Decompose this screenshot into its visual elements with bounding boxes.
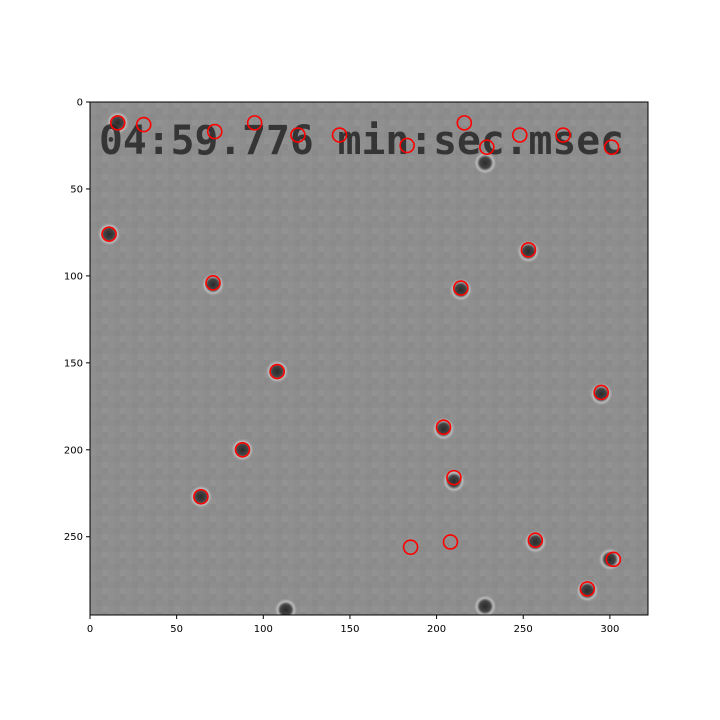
detection-marker-19: [234, 441, 251, 458]
particle-16: [473, 594, 498, 615]
detection-marker-7: [456, 115, 473, 131]
y-axis: 0 50 100 150 200 250: [64, 98, 90, 543]
particle-15: [273, 597, 298, 615]
detection-marker-11: [603, 139, 620, 156]
detection-marker-25: [605, 551, 622, 568]
particle-12: [597, 547, 622, 572]
y-tick-label: 0: [77, 98, 83, 109]
y-tick-label: 150: [64, 358, 83, 369]
micrograph-background: [90, 102, 648, 615]
particle-0: [105, 110, 130, 135]
x-tick-label: 50: [170, 624, 183, 635]
particle-5: [265, 359, 290, 384]
plot-frame: [89, 101, 649, 616]
particle-10: [188, 484, 213, 509]
plot-area: 04:59.776 min:sec.msec: [89, 101, 649, 616]
detection-marker-2: [206, 123, 223, 140]
y-tick-label: 50: [70, 184, 83, 195]
x-tick-label: 0: [87, 624, 93, 635]
detection-marker-10: [555, 127, 571, 143]
x-tick-label: 200: [427, 624, 446, 635]
detection-marker-18: [435, 419, 452, 435]
detection-marker-15: [453, 280, 469, 296]
detection-marker-8: [479, 139, 495, 156]
particle-14: [473, 150, 498, 175]
particle-9: [441, 469, 466, 494]
x-tick-label: 150: [340, 624, 359, 635]
detection-marker-26: [579, 581, 596, 597]
y-tick-label: 250: [64, 532, 83, 543]
detection-marker-9: [511, 127, 528, 143]
detection-marker-22: [527, 532, 544, 549]
detection-marker-13: [520, 242, 537, 258]
detection-marker-6: [399, 137, 415, 154]
particle-8: [230, 437, 255, 462]
detection-marker-23: [442, 534, 459, 550]
detection-marker-20: [446, 469, 462, 486]
x-tick-label: 250: [514, 624, 533, 635]
detection-marker-5: [331, 127, 348, 143]
detection-marker-3: [246, 115, 263, 131]
particle-1: [97, 222, 122, 247]
detection-marker-16: [269, 363, 285, 380]
detection-marker-14: [205, 275, 221, 291]
x-tick-label: 300: [600, 624, 619, 635]
detection-marker-17: [593, 384, 610, 401]
y-tick-label: 100: [64, 271, 83, 282]
x-axis: 0 50 100 150 200 250 300: [87, 615, 619, 635]
timestamp-overlay: 04:59.776 min:sec.msec: [99, 118, 624, 164]
detection-marker-1: [135, 116, 152, 133]
detection-marker-12: [101, 226, 117, 242]
detection-marker-4: [290, 127, 306, 143]
detection-marker-24: [402, 539, 419, 555]
y-tick-label: 200: [64, 445, 83, 456]
x-tick-label: 100: [254, 624, 273, 635]
marker-layer: [101, 115, 622, 597]
detection-marker-21: [193, 488, 209, 505]
detection-marker-0: [109, 115, 126, 131]
